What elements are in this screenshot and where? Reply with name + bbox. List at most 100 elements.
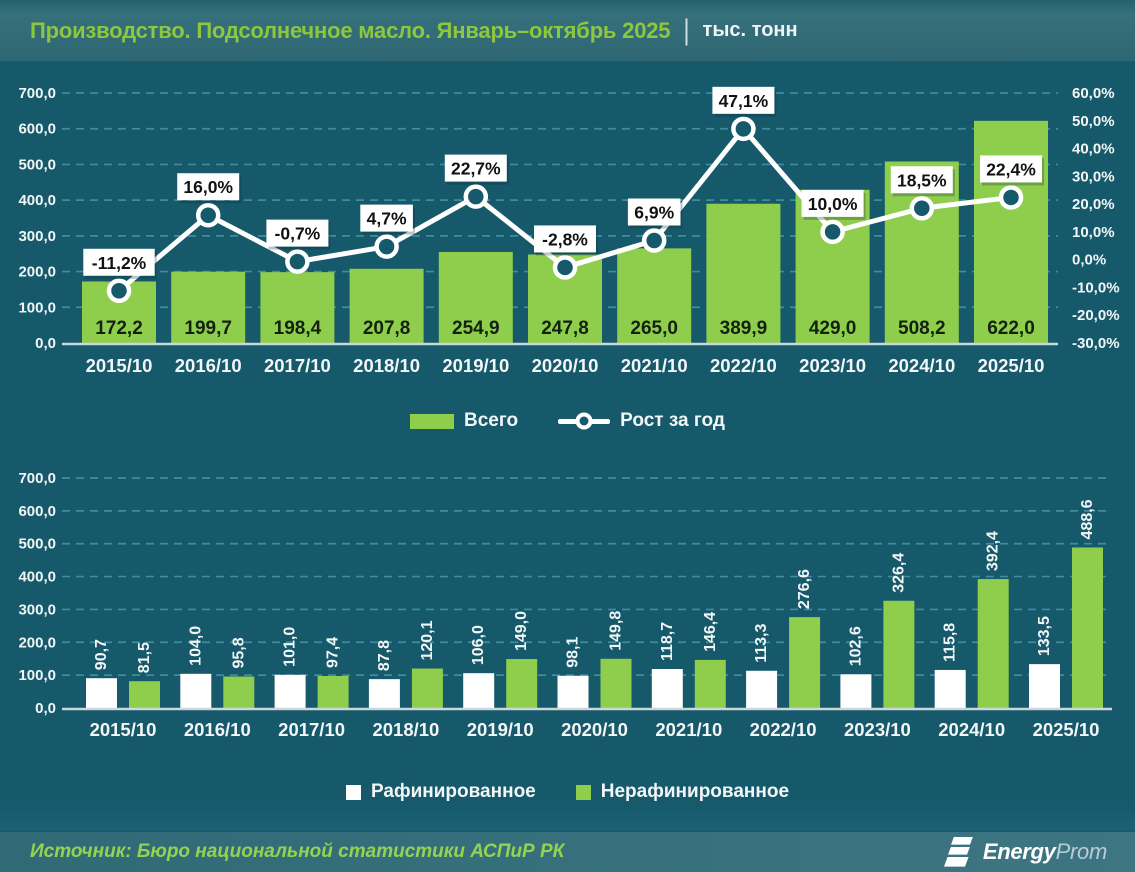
left-axis-label: 300,0 [18,601,56,618]
left-axis-label: 100,0 [18,299,56,316]
refined-bar [274,674,306,708]
bar-value-label: 207,8 [363,318,411,339]
growth-value-label: -2,8% [542,229,588,249]
refined-bar [180,673,212,708]
bar-value-label-rotated: 149,0 [513,611,530,651]
white-square-swatch-icon [345,784,361,800]
bar-value-label: 247,8 [541,318,589,339]
total-bar [617,248,692,343]
green-square-swatch-icon [575,784,591,800]
bar-value-label: 265,0 [630,318,678,339]
x-category-label: 2019/10 [442,355,509,376]
growth-marker [820,219,845,245]
total-bar [706,203,781,343]
left-axis-label: 600,0 [18,503,56,520]
left-axis-label: 500,0 [18,536,56,553]
total-bar [438,251,513,343]
callout-box [444,154,507,182]
legend-item-refined: Рафинированное [345,781,536,803]
growth-marker [195,202,221,228]
refined-bar [746,670,778,708]
legend-item-total: Всего [410,410,518,432]
refined-bar [651,668,683,708]
green-bar-swatch-icon [410,413,455,429]
x-category-label: 2017/10 [264,355,331,376]
legend-label-growth: Рост за год [620,410,725,431]
callout-box [534,225,596,253]
unrefined-bar [694,659,726,708]
left-axis-label: 100,0 [18,667,56,684]
bar-value-label-rotated: 120,1 [419,620,436,660]
bar-value-label-rotated: 146,4 [702,612,719,652]
source-text: Источник: Бюро национальной статистики А… [30,841,565,862]
x-category-label: 2023/10 [799,355,866,376]
left-axis-label: 600,0 [18,121,56,138]
bar-value-label-rotated: 118,7 [659,622,676,661]
logo-text-light: Prom [1055,839,1108,864]
unrefined-bar [506,659,538,708]
x-category-label: 2021/10 [621,355,688,376]
bar-value-label-rotated: 102,6 [847,626,864,666]
growth-value-label: 6,9% [634,203,674,223]
bar-value-label-rotated: 98,1 [565,637,582,668]
bar-value-label: 429,0 [809,318,857,339]
growth-value-label: 16,0% [183,177,233,197]
bar-value-label: 508,2 [898,318,946,339]
left-axis-label: 0,0 [35,335,56,352]
right-axis-label: -20,0% [1072,307,1120,324]
x-category-label: 2015/10 [90,719,157,740]
unrefined-bar [317,675,349,708]
energyprom-logo-text: EnergyProm [983,839,1107,865]
left-axis-label: 0,0 [35,700,56,717]
x-category-label: 2024/10 [938,719,1005,740]
bar-value-label: 254,9 [452,318,500,339]
title-bar: Производство. Подсолнечное масло. Январь… [0,0,1135,62]
x-category-label: 2020/10 [532,355,599,376]
x-category-label: 2016/10 [175,355,242,376]
title-unit: тыс. тонн [702,19,798,41]
unrefined-bar [600,658,632,708]
unrefined-bar [411,668,443,708]
callout-box [980,155,1042,183]
unrefined-bar [223,676,255,708]
x-category-label: 2023/10 [844,719,911,740]
right-axis-label: 0,0% [1072,252,1106,269]
bar-value-label-rotated: 392,4 [985,531,1002,571]
callout-box [890,166,953,194]
left-axis-label: 400,0 [18,569,56,586]
right-axis-label: 20,0% [1072,196,1115,213]
x-category-label: 2022/10 [750,719,817,740]
growth-marker [731,116,756,142]
growth-marker [374,234,399,259]
footer-bar: Источник: Бюро национальной статистики А… [0,830,1135,872]
by-type-chart-legend: Рафинированное Нерафинированное [0,774,1135,810]
total-chart-legend: Всего Рост за год [0,403,1135,439]
left-axis-label: 700,0 [18,470,56,487]
growth-value-label: 4,7% [367,209,407,229]
x-category-label: 2019/10 [467,719,534,740]
bar-value-label-rotated: 95,8 [230,637,247,668]
right-axis-label: 50,0% [1072,113,1115,130]
bar-value-label-rotated: 488,6 [1079,499,1096,539]
growth-value-label: 18,5% [897,170,947,190]
callout-box [360,204,413,232]
line-marker-swatch-icon [558,412,611,430]
growth-value-label: -11,2% [92,253,147,273]
legend-item-unrefined: Нерафинированное [575,781,790,803]
x-category-label: 2025/10 [1033,719,1100,740]
bar-value-label-rotated: 149,8 [608,611,625,651]
page-title: Производство. Подсолнечное масло. Январь… [30,17,671,43]
total-bar [974,120,1048,343]
right-axis-label: -10,0% [1072,279,1120,296]
right-axis-label: -30,0% [1072,335,1120,352]
refined-bar [86,678,117,708]
x-category-label: 2022/10 [710,355,777,376]
unrefined-bar [1072,547,1103,708]
unrefined-bar [129,681,160,708]
bar-value-label-rotated: 326,4 [890,553,907,593]
left-axis-label: 200,0 [18,634,56,651]
refined-bar [463,673,495,708]
callout-box [177,173,240,201]
legend-label-unrefined: Нерафинированное [600,781,790,802]
growth-value-label: 10,0% [808,194,858,214]
